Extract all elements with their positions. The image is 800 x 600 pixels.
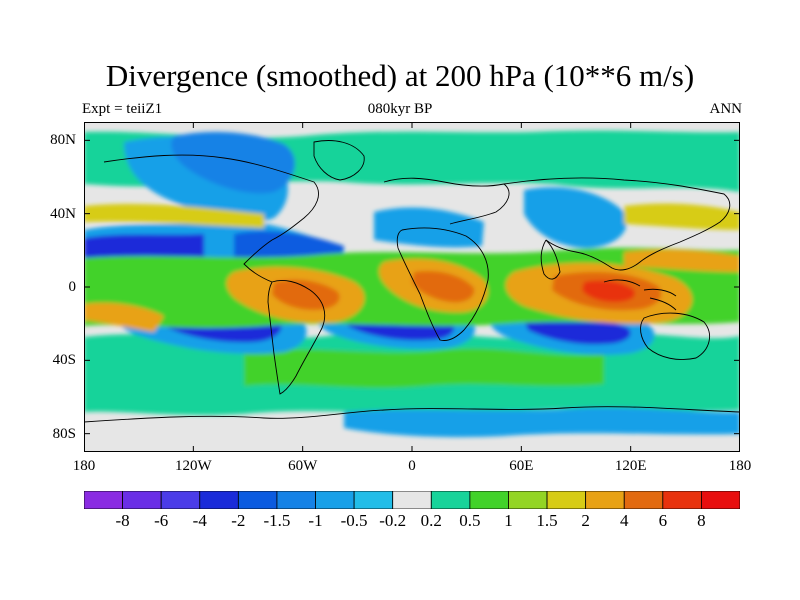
- colorbar-label: -8: [115, 511, 130, 530]
- asia-blue: [524, 187, 627, 248]
- maritime-continent-core: [582, 280, 635, 302]
- colorbar-swatch: [662, 491, 702, 509]
- coast-greenland: [313, 140, 365, 181]
- map-title: Divergence (smoothed) at 200 hPa (10**6 …: [105, 58, 695, 93]
- colorbar-label: 1.5: [536, 511, 558, 530]
- colorbar-label: -4: [192, 511, 207, 530]
- indian-ocean-deep-blue: [524, 315, 631, 345]
- time-label: 080kyr BP: [367, 101, 433, 117]
- south-pacific-orange: [84, 302, 164, 332]
- colorbar: [84, 491, 740, 509]
- colorbar-label: -0.2: [379, 511, 407, 530]
- colorbar-swatch: [199, 491, 239, 509]
- colorbar-swatch: [237, 491, 278, 509]
- experiment-label: Expt = teiiZ1: [82, 101, 163, 117]
- arctic-blue: [171, 131, 295, 194]
- coast-indonesia: [603, 279, 677, 311]
- colorbar-label: 8: [697, 511, 706, 530]
- colorbar-swatch: [508, 491, 548, 509]
- colorbar-swatch: [623, 491, 664, 509]
- africa-red: [412, 270, 475, 303]
- colorbar-label: -6: [154, 511, 169, 530]
- colorbar-swatch: [469, 491, 509, 509]
- lon-tick-label: 180: [72, 458, 96, 474]
- colorbar-swatch: [430, 491, 471, 509]
- north-mid-lat-yellow-east: [624, 203, 740, 230]
- colorbar-swatch: [546, 491, 587, 509]
- colorbar-swatch: [84, 491, 123, 509]
- colorbar-swatch: [353, 491, 394, 509]
- divergence-map: [84, 122, 740, 452]
- lat-tick-label: 80N: [50, 132, 76, 149]
- coast-north-america: [103, 154, 319, 283]
- colorbar-swatch: [392, 491, 432, 509]
- colorbar-swatch: [122, 491, 162, 509]
- coastlines: [84, 140, 740, 423]
- southern-yellowgreen-band: [244, 348, 604, 388]
- coast-india: [540, 239, 561, 280]
- colorbar-label: -2: [231, 511, 246, 530]
- lat-tick-label: 40N: [50, 205, 76, 222]
- lon-tick-label: 60E: [509, 458, 534, 474]
- colorbar-label: -0.5: [340, 511, 368, 530]
- lon-tick-label: 60W: [288, 458, 318, 474]
- lon-tick-label: 120W: [174, 458, 212, 474]
- colorbar-swatch: [585, 491, 625, 509]
- antarctic-blue: [344, 407, 740, 438]
- north-pacific-deep-blue: [84, 234, 204, 261]
- season-label: ANN: [709, 101, 743, 117]
- atlantic-blue: [374, 207, 484, 248]
- lon-tick-label: 180: [728, 458, 752, 474]
- colorbar-swatch: [315, 491, 355, 509]
- colorbar-label: -1: [308, 511, 323, 530]
- colorbar-swatch: [160, 491, 201, 509]
- lon-tick-label: 120E: [614, 458, 647, 474]
- colorbar-label: 1: [504, 511, 513, 530]
- coast-south-america: [267, 279, 326, 395]
- north-mid-lat-yellow: [84, 203, 264, 228]
- colorbar-swatch: [701, 491, 740, 509]
- colorbar-label: 0.5: [459, 511, 481, 530]
- colorbar-label: -1.5: [263, 511, 291, 530]
- coast-asia: [503, 177, 731, 271]
- colorbar-label: 0.2: [420, 511, 442, 530]
- coast-australia: [640, 312, 711, 360]
- colorbar-label: 2: [581, 511, 590, 530]
- colorbar-label: 4: [619, 511, 629, 530]
- tropical-north-pacific-orange: [624, 249, 740, 272]
- colorbar-label: 6: [658, 511, 668, 530]
- coast-africa: [396, 227, 489, 341]
- lon-tick-label: 0: [408, 458, 416, 474]
- lat-tick-label: 80S: [52, 425, 76, 442]
- south-america-red: [272, 279, 340, 310]
- colorbar-swatch: [276, 491, 316, 509]
- lat-tick-label: 0: [68, 279, 77, 295]
- lat-tick-label: 40S: [52, 352, 76, 369]
- coast-antarctica: [84, 406, 740, 423]
